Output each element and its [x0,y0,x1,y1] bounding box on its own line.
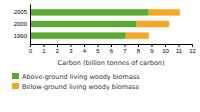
x-tick-mark [57,44,58,47]
x-label: Carbon (billion tonnes of carbon) [57,59,164,67]
x-tick-mark [125,44,126,47]
x-tick-mark [71,44,72,47]
bar [30,21,137,27]
x-tick-label: 10 [162,48,169,54]
x-tick-mark [165,44,166,47]
x-tick-label: 7 [123,48,127,54]
y-tick: 2005 [14,9,30,15]
x-tick-mark [192,44,193,47]
y-tick-label: 1990 [14,33,28,39]
x-tick: 5 [96,44,100,54]
x-tick-label: 8 [137,48,141,54]
x-tick: 7 [123,44,127,54]
x-tick-label: 1 [42,48,46,54]
bar [30,32,126,38]
x-tick: 1 [42,44,46,54]
x-tick: 6 [110,44,114,54]
x-tick: 12 [189,44,196,54]
x-axis: 0123456789101112 [29,44,197,54]
legend-label: Above-ground living woody biomass [22,73,140,81]
y-tick-label: 2005 [14,9,28,15]
y-tick: 1990 [14,33,30,39]
x-tick: 3 [69,44,73,54]
x-tick: 11 [176,44,183,54]
legend-item: Below-ground living woody biomass [12,83,139,91]
x-tick-label: 4 [83,48,87,54]
x-tick-label: 2 [56,48,60,54]
legend-swatch [12,73,19,79]
x-tick-mark [138,44,139,47]
x-tick-mark [152,44,153,47]
bar [137,21,169,27]
legend-label: Below-ground living woody biomass [22,83,139,91]
bar [30,9,149,15]
x-tick-label: 6 [110,48,114,54]
x-tick: 9 [150,44,154,54]
x-tick: 2 [56,44,60,54]
x-tick-mark [98,44,99,47]
y-tick: 2000 [14,21,30,27]
x-axis-line [31,45,193,48]
legend-item: Above-ground living woody biomass [12,73,140,81]
x-tick: 10 [162,44,169,54]
x-tick-mark [179,44,180,47]
bar [149,9,180,15]
x-tick-label: 12 [189,48,196,54]
y-axis-line [30,5,31,45]
x-tick-label: 9 [150,48,154,54]
x-tick: 4 [83,44,87,54]
x-tick-label: 3 [69,48,73,54]
x-tick-label: 11 [176,48,183,54]
legend: Above-ground living woody biomass Below-g… [12,73,140,91]
chart: 0123456789101112200520001990Carbon (bill… [0,0,200,112]
x-tick-mark [84,44,85,47]
plot: 0123456789101112200520001990 [14,5,197,55]
bar [126,32,149,38]
x-tick: 8 [137,44,141,54]
x-tick-label: 0 [29,48,33,54]
y-axis: 2005 2000 1990 [14,5,31,45]
x-tick: 0 [29,44,33,54]
x-tick-mark [44,44,45,47]
x-tick-mark [111,44,112,47]
x-tick-label: 5 [96,48,100,54]
y-tick-label: 2000 [14,21,28,27]
bars [30,9,180,39]
legend-swatch [12,83,19,89]
